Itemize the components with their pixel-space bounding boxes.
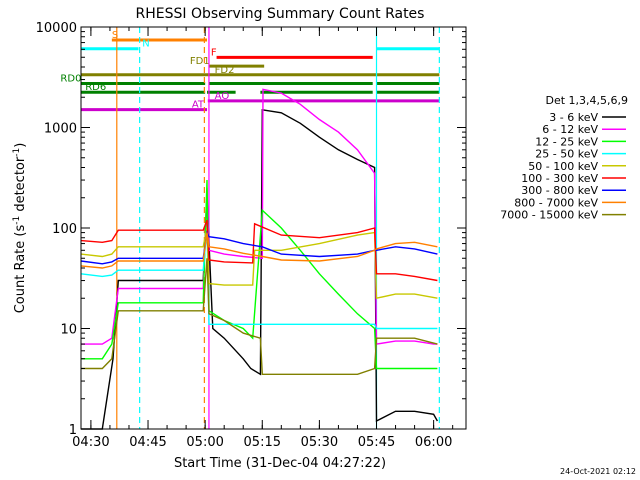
x-axis: 04:30 04:45 05:00 05:15 05:30 05:45 06:00	[72, 27, 454, 450]
y-tick-label: 1000	[44, 122, 77, 137]
event-markers	[116, 27, 440, 429]
y-axis-label-end: )	[13, 143, 28, 148]
x-tick-label: 04:45	[129, 435, 166, 450]
y-axis-label: Count Rate (s-1 detector-1)	[12, 143, 28, 314]
series-line-100-300-kev	[80, 219, 438, 282]
x-tick-label: 06:00	[415, 435, 452, 450]
legend-label-100-300-kev: 100 - 300 keV	[521, 172, 598, 185]
x-tick-label: 04:30	[72, 435, 109, 450]
flag-label-fd2: FD2	[215, 65, 235, 76]
series-line-3-6-kev	[81, 108, 439, 430]
series-line-12-25-kev	[81, 179, 438, 370]
y-tick-label: 10	[60, 323, 77, 338]
flag-label-f: F	[211, 47, 217, 58]
series-line-800-7000-kev	[80, 232, 438, 269]
legend-label-50-100-kev: 50 - 100 keV	[528, 160, 598, 173]
legend-label-7000-15000-kev: 7000 - 15000 keV	[500, 209, 598, 222]
flag-label-ao: AO	[215, 91, 230, 102]
legend-label-800-7000-kev: 800 - 7000 keV	[514, 196, 598, 209]
x-tick-label: 05:00	[186, 435, 223, 450]
series-lines	[80, 88, 439, 430]
y-axis-label-main: Count Rate (s	[13, 225, 28, 314]
flag-label-s: S	[112, 30, 118, 41]
series-line-7000-15000-kev	[81, 258, 438, 375]
x-tick-label: 05:45	[358, 435, 395, 450]
legend-label-12-25-kev: 12 - 25 keV	[535, 135, 598, 148]
footer-timestamp: 24-Oct-2021 02:12	[560, 467, 636, 476]
y-axis-label-sup: -1	[12, 216, 22, 225]
y-tick-label: 10000	[36, 21, 77, 36]
x-axis-label: Start Time (31-Dec-04 04:27:22)	[174, 456, 386, 471]
legend-title: Det 1,3,4,5,6,9	[545, 94, 628, 107]
legend-label-25-50-kev: 25 - 50 keV	[535, 148, 598, 161]
series-line-6-12-kev	[81, 88, 438, 345]
chart-title: RHESSI Observing Summary Count Rates	[136, 6, 425, 22]
y-axis: 1 10 100 1000 10000	[36, 21, 466, 438]
y-tick-label: 1	[69, 423, 77, 438]
x-tick-label: 05:30	[301, 435, 338, 450]
flag-label-n: N	[142, 39, 149, 50]
series-line-50-100-kev	[80, 227, 438, 300]
x-tick-label: 05:15	[244, 435, 281, 450]
series-line-25-50-kev	[80, 227, 438, 330]
legend-label-3-6-kev: 3 - 6 keV	[549, 111, 598, 124]
series-line-300-800-kev	[80, 230, 438, 265]
flag-label-rd6: RD6	[85, 82, 106, 93]
y-axis-label-sup2: -1	[12, 148, 22, 157]
legend-label-300-800-kev: 300 - 800 keV	[521, 184, 598, 197]
y-tick-label: 100	[52, 222, 77, 237]
legend-label-6-12-kev: 6 - 12 keV	[542, 123, 598, 136]
flag-label-rd0: RD0	[60, 74, 81, 85]
y-axis-label-mid: detector	[13, 156, 28, 216]
flag-label-at: AT	[192, 100, 205, 111]
flag-label-fd1: FD1	[190, 56, 210, 67]
